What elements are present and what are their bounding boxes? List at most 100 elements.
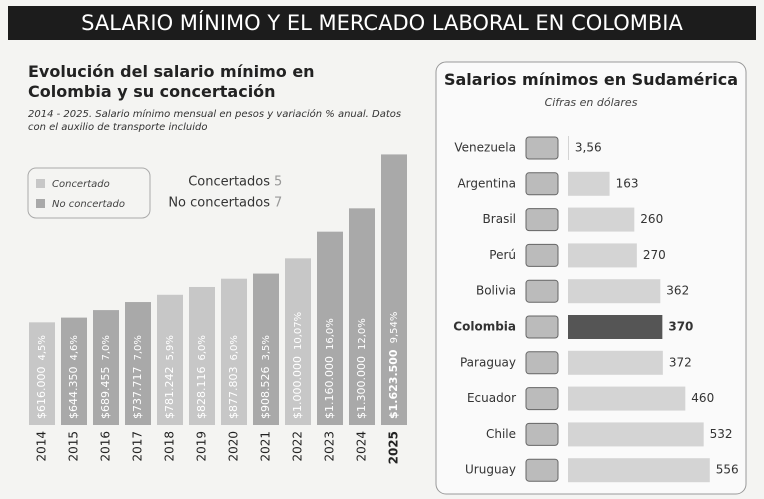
variation-label: 4,5%: [37, 335, 48, 360]
variation-label: 10,07%: [293, 312, 304, 350]
count-value: 5: [274, 175, 282, 190]
bar: [349, 208, 375, 425]
right-subtitle: Cifras en dólares: [544, 96, 638, 109]
bar: [285, 258, 311, 425]
variation-label: 6,0%: [229, 335, 240, 360]
category-label: Ecuador: [467, 391, 516, 405]
right-title: Salarios mínimos en Sudamérica: [443, 70, 738, 89]
x-tick-label: 2016: [99, 431, 113, 462]
flag-icon: [525, 279, 559, 303]
x-tick-label: 2023: [323, 431, 337, 462]
bar: [568, 386, 686, 411]
value-label: $689.455: [99, 367, 112, 420]
x-tick-label: 2022: [291, 431, 305, 462]
bar: [125, 302, 151, 425]
category-label: Brasil: [483, 212, 516, 226]
left-title: Evolución del salario mínimo en Colombia…: [28, 62, 315, 101]
bar: [568, 458, 710, 483]
bar: [221, 278, 247, 425]
bar: [29, 322, 55, 425]
value-label: $644.350: [67, 367, 80, 420]
value-label: $1.160.000: [323, 356, 336, 419]
value-label: 460: [691, 391, 714, 405]
value-label: 370: [668, 320, 693, 334]
variation-label: 6,0%: [197, 335, 208, 360]
flag-icon: [525, 458, 559, 482]
value-label: 260: [640, 212, 663, 226]
flag-icon: [525, 387, 559, 411]
bar: [568, 315, 663, 339]
value-label: $737.717: [131, 367, 144, 420]
bar: [568, 422, 704, 447]
legend-box: [27, 167, 151, 219]
bar: [93, 310, 119, 425]
count-value: 7: [274, 196, 282, 211]
value-label: $1.300.000: [355, 356, 368, 419]
x-tick-label: 2015: [67, 431, 81, 462]
value-label: 163: [616, 176, 639, 190]
category-label: Venezuela: [454, 141, 516, 155]
bar: [568, 207, 635, 232]
value-label: 556: [716, 463, 739, 477]
value-label: $908.526: [259, 367, 272, 420]
variation-label: 4,6%: [69, 335, 80, 360]
flag-icon: [525, 315, 559, 339]
bar: [568, 243, 637, 268]
bar: [568, 136, 569, 160]
bar: [381, 154, 407, 425]
panel: [435, 61, 747, 495]
legend-swatch: [36, 179, 45, 188]
variation-label: 7,0%: [101, 335, 112, 360]
value-label: 372: [669, 355, 692, 369]
left-subtitle: 2014 - 2025. Salario mínimo mensual en p…: [28, 109, 402, 133]
x-tick-label: 2020: [227, 431, 241, 462]
category-label: Chile: [486, 427, 516, 441]
count-label: Concertados: [188, 175, 270, 190]
category-label: Bolivia: [476, 284, 516, 298]
bar: [568, 350, 663, 375]
bar: [61, 317, 87, 425]
header-band: [8, 6, 756, 40]
value-label: $1.623.500: [387, 349, 400, 419]
x-tick-label: 2014: [35, 431, 49, 462]
variation-label: 9,54%: [389, 312, 400, 344]
x-tick-label: 2025: [387, 431, 401, 464]
x-tick-label: 2017: [131, 431, 145, 462]
bar: [253, 273, 279, 425]
value-label: $828.116: [195, 367, 208, 420]
category-label: Paraguay: [460, 355, 516, 369]
flag-icon: [525, 422, 559, 446]
bar: [568, 279, 661, 304]
x-tick-label: 2019: [195, 431, 209, 462]
x-tick-label: 2024: [355, 431, 369, 462]
bar: [568, 171, 610, 196]
bar: [317, 231, 343, 425]
flag-icon: [525, 172, 559, 196]
value-label: $877.803: [227, 367, 240, 420]
variation-label: 16,0%: [325, 318, 336, 350]
variation-label: 3,5%: [261, 335, 272, 360]
variation-label: 5,9%: [165, 335, 176, 360]
category-label: Uruguay: [465, 463, 516, 477]
page-title: SALARIO MÍNIMO Y EL MERCADO LABORAL EN C…: [81, 10, 683, 35]
flag-icon: [525, 208, 559, 232]
bar: [157, 294, 183, 425]
flag-icon: [525, 136, 559, 160]
x-tick-label: 2018: [163, 431, 177, 462]
value-label: $781.242: [163, 367, 176, 420]
legend-label: Concertado: [52, 179, 110, 190]
category-label: Perú: [489, 248, 516, 262]
category-label: Colombia: [453, 320, 516, 334]
count-label: No concertados: [168, 196, 270, 211]
value-label: $1.000.000: [291, 356, 304, 419]
value-label: 362: [666, 284, 689, 298]
variation-label: 7,0%: [133, 335, 144, 360]
value-label: 270: [643, 248, 666, 262]
legend-swatch: [36, 199, 45, 208]
category-label: Argentina: [457, 176, 516, 190]
flag-icon: [525, 243, 559, 267]
value-label: 3,56: [575, 141, 602, 155]
value-label: $616.000: [35, 367, 48, 420]
